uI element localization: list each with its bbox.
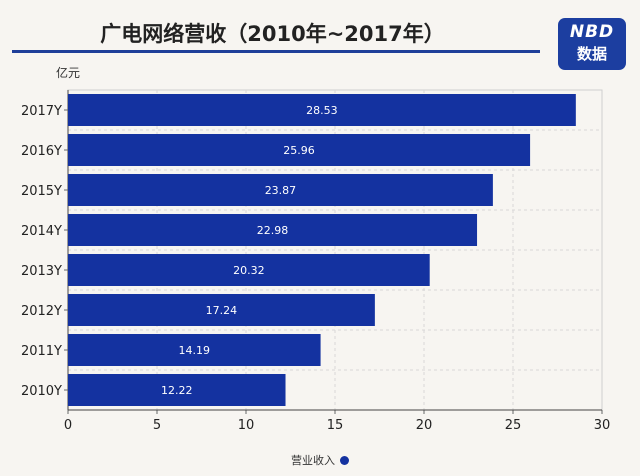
logo-line-2: 数据 bbox=[576, 45, 607, 63]
category-label: 2010Y bbox=[21, 384, 62, 399]
x-tick-label: 5 bbox=[153, 418, 161, 433]
category-label: 2015Y bbox=[21, 184, 62, 199]
data-label: 17.24 bbox=[206, 304, 238, 317]
logo-line-1: NBD bbox=[569, 22, 615, 42]
data-label: 25.96 bbox=[283, 144, 315, 157]
unit-label: 亿元 bbox=[56, 66, 81, 80]
x-tick-label: 25 bbox=[505, 418, 522, 433]
bar bbox=[68, 254, 430, 286]
legend-marker bbox=[340, 456, 349, 465]
bar bbox=[68, 134, 531, 166]
bar bbox=[68, 374, 286, 406]
x-tick-label: 20 bbox=[416, 418, 433, 433]
bar bbox=[68, 174, 493, 206]
data-label: 14.19 bbox=[179, 344, 211, 357]
data-label: 20.32 bbox=[233, 264, 265, 277]
data-label: 22.98 bbox=[257, 224, 289, 237]
bar bbox=[68, 94, 576, 126]
bar bbox=[68, 214, 478, 246]
category-label: 2012Y bbox=[21, 304, 62, 319]
bar bbox=[68, 294, 375, 326]
category-label: 2013Y bbox=[21, 264, 62, 279]
data-label: 23.87 bbox=[265, 184, 297, 197]
x-tick-label: 0 bbox=[64, 418, 72, 433]
x-tick-label: 15 bbox=[327, 418, 344, 433]
data-label: 28.53 bbox=[306, 104, 338, 117]
bar bbox=[68, 334, 321, 366]
nbd-logo: NBD 数据 bbox=[558, 18, 626, 70]
category-label: 2017Y bbox=[21, 104, 62, 119]
data-label: 12.22 bbox=[161, 384, 193, 397]
category-label: 2016Y bbox=[21, 144, 62, 159]
category-label: 2011Y bbox=[21, 344, 62, 359]
legend-label: 营业收入 bbox=[291, 454, 335, 467]
x-tick-label: 30 bbox=[594, 418, 611, 433]
category-label: 2014Y bbox=[21, 224, 62, 239]
x-tick-label: 10 bbox=[238, 418, 255, 433]
legend: 营业收入 bbox=[0, 452, 640, 468]
title-divider bbox=[12, 50, 540, 53]
chart-title: 广电网络营收（2010年~2017年） bbox=[100, 22, 445, 46]
